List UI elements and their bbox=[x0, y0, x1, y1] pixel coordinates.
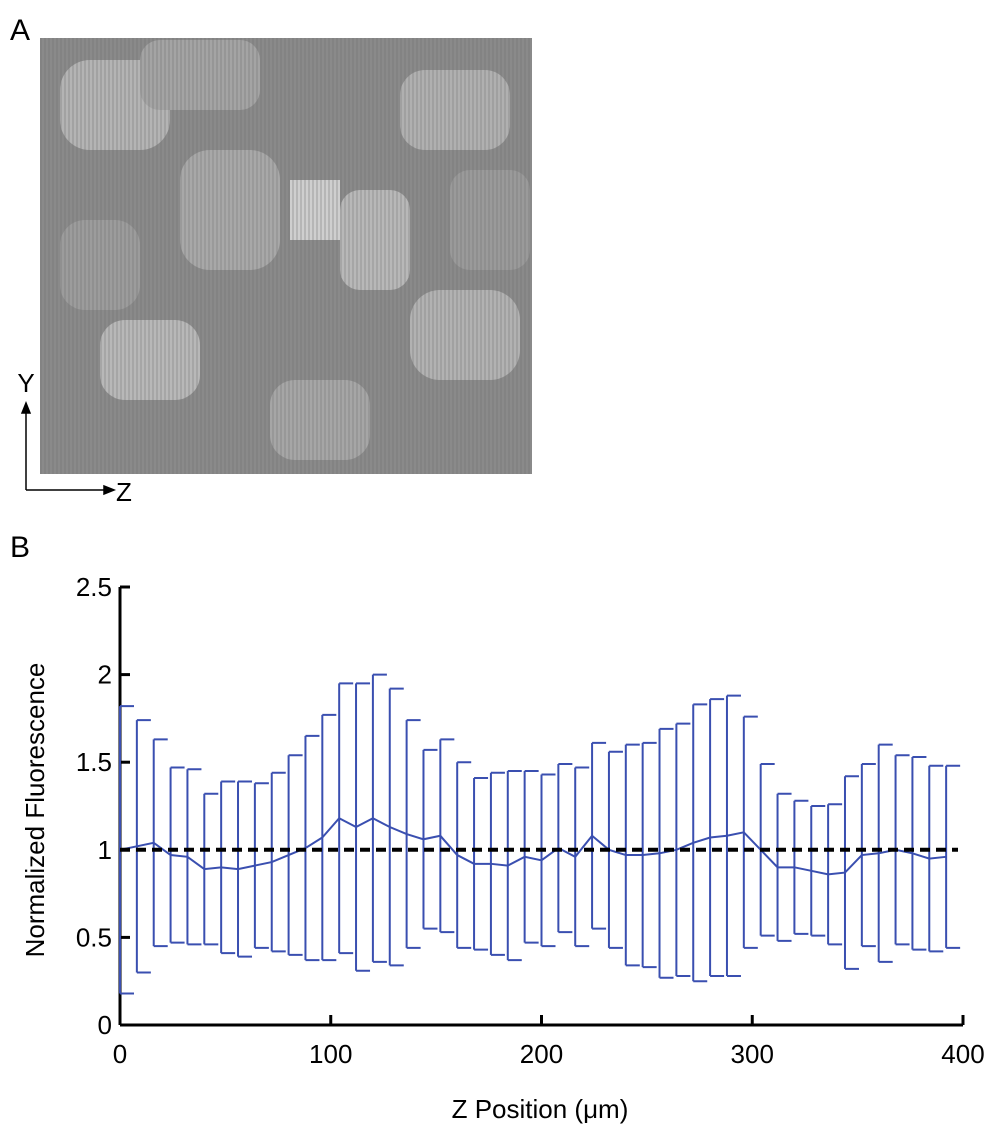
error-bar bbox=[945, 764, 961, 949]
panel-label: B bbox=[10, 531, 30, 564]
mean-line bbox=[119, 817, 947, 876]
x-tick-label: 100 bbox=[309, 1039, 352, 1069]
y-tick-label: 2.5 bbox=[76, 572, 112, 602]
x-tick-label: 200 bbox=[520, 1039, 563, 1069]
y-axis-label: Normalized Fluorescence bbox=[20, 663, 50, 958]
error-bar bbox=[742, 715, 758, 949]
x-tick-label: 300 bbox=[731, 1039, 774, 1069]
y-tick-label: 0.5 bbox=[76, 922, 112, 952]
error-bar bbox=[591, 741, 607, 930]
micrograph bbox=[40, 38, 532, 474]
panel-label: A bbox=[10, 14, 30, 47]
error-bar bbox=[186, 768, 202, 946]
error-bar bbox=[152, 738, 168, 948]
axis-arrows bbox=[20, 400, 117, 496]
y-tick-label: 1.5 bbox=[76, 747, 112, 777]
x-tick-label: 400 bbox=[941, 1039, 984, 1069]
y-tick-label: 1 bbox=[98, 835, 112, 865]
error-bar bbox=[439, 738, 455, 934]
axis-letter: Z bbox=[116, 477, 132, 507]
y-tick-label: 2 bbox=[98, 660, 112, 690]
error-bar bbox=[574, 766, 590, 948]
y-tick-label: 0 bbox=[98, 1010, 112, 1040]
error-bar bbox=[321, 713, 337, 962]
error-bar bbox=[843, 775, 859, 970]
axis-letter: Y bbox=[17, 368, 34, 398]
x-tick-label: 0 bbox=[113, 1039, 127, 1069]
x-axis-label: Z Position (μm) bbox=[452, 1094, 629, 1124]
error-bar bbox=[540, 773, 556, 948]
